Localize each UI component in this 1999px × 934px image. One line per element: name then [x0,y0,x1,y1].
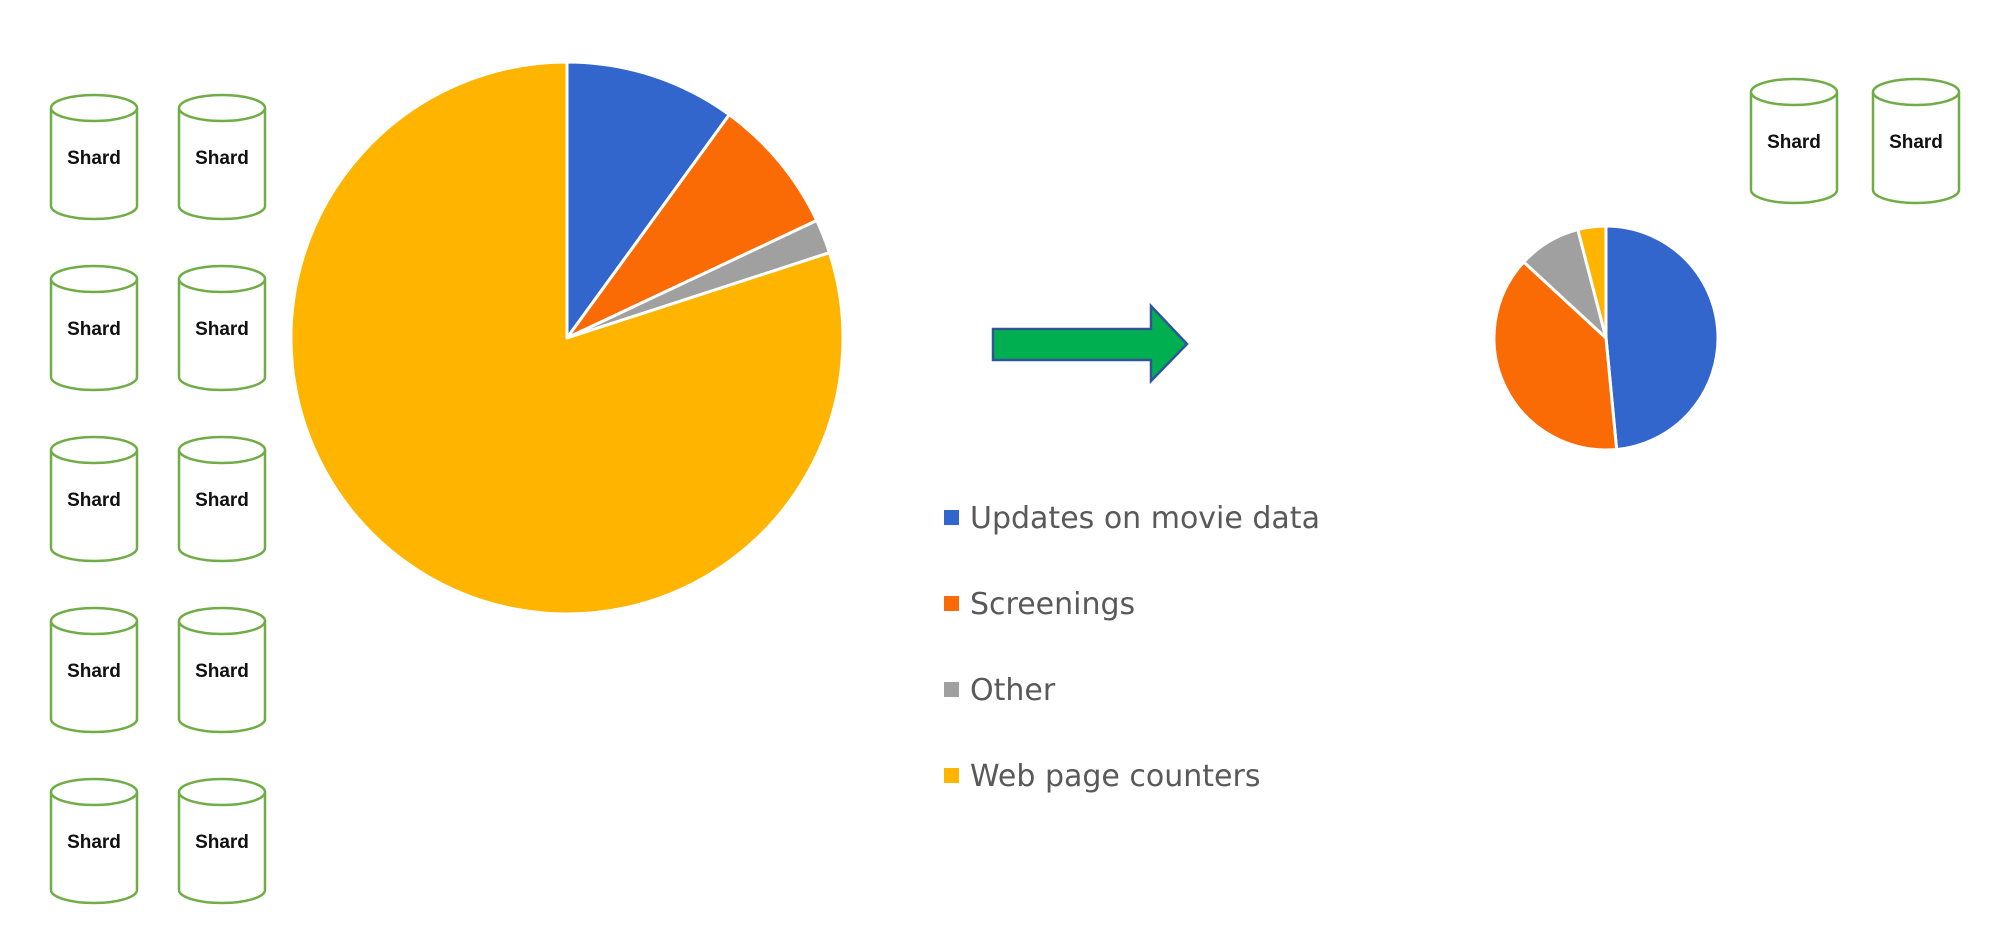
shard-cylinder: Shard [49,93,139,221]
shard-label: Shard [67,319,121,340]
shard-cylinder-top [49,606,139,636]
shard-cylinder-body [177,108,267,221]
shard-label: Shard [1889,132,1943,153]
shard-cylinder: Shard [1871,77,1961,205]
left-shard-group: Shard Shard Shard Shard Shard Shard Shard Shard… [49,93,267,905]
shard-label: Shard [67,490,121,511]
legend-item: Screenings [944,587,1135,622]
pie-chart-before [289,60,845,616]
shard-cylinder-top [177,264,267,294]
shard-cylinder: Shard [177,435,267,563]
legend-label: Updates on movie data [970,501,1320,536]
shard-cylinder-body [177,450,267,563]
shard-cylinder: Shard [49,264,139,392]
shard-cylinder: Shard [177,777,267,905]
shard-cylinder: Shard [49,606,139,734]
shard-cylinder: Shard [49,777,139,905]
pie-slice-updates-on-movie-data [1604,224,1720,451]
shard-cylinder-top [177,606,267,636]
pie-slice-web-page-counters [289,60,845,616]
shard-cylinder-body [49,621,139,734]
shard-cylinder-body [1749,92,1839,205]
legend-label: Screenings [970,587,1135,622]
shard-cylinder-top [49,264,139,294]
shard-cylinder-body [49,279,139,392]
shard-cylinder-top [177,777,267,807]
shard-label: Shard [195,319,249,340]
shard-cylinder-body [49,108,139,221]
shard-cylinder-body [177,621,267,734]
legend-item: Other [944,673,1056,708]
pie-slice-web-page-counters [1576,224,1608,340]
legend-swatch [944,510,959,525]
shard-cylinder-top [177,435,267,465]
shard-cylinder-body [177,792,267,905]
shard-cylinder-body [49,450,139,563]
shard-label: Shard [195,148,249,169]
shard-cylinder-top [1871,77,1961,107]
pie-slice-screenings [1492,260,1619,452]
shard-label: Shard [67,661,121,682]
shard-label: Shard [195,490,249,511]
shard-cylinder-body [1871,92,1961,205]
shard-label: Shard [67,148,121,169]
shard-cylinder-top [49,93,139,123]
pie-slice-screenings [565,113,819,340]
shard-cylinder-body [49,792,139,905]
transition-arrow-icon [991,302,1189,385]
shard-cylinder: Shard [49,435,139,563]
legend-item: Updates on movie data [944,501,1320,536]
shard-label: Shard [195,832,249,853]
legend-swatch [944,596,959,611]
shard-label: Shard [67,832,121,853]
pie-chart-after [1492,224,1720,452]
shard-cylinder-top [1749,77,1839,107]
shard-cylinder: Shard [177,93,267,221]
legend-swatch [944,768,959,783]
legend-item: Web page counters [944,759,1260,794]
shard-cylinder-top [49,435,139,465]
legend-label: Other [970,673,1056,708]
legend-label: Web page counters [970,759,1260,794]
legend-swatch [944,682,959,697]
shard-cylinder: Shard [177,606,267,734]
shard-cylinder: Shard [1749,77,1839,205]
shard-cylinder-top [177,93,267,123]
chart-legend: Updates on movie data Screenings Other Web … [944,501,1320,794]
shard-cylinder-body [177,279,267,392]
shard-cylinder: Shard [177,264,267,392]
shard-label: Shard [195,661,249,682]
shard-label: Shard [1767,132,1821,153]
right-shard-group: Shard Shard [1749,77,1961,205]
pie-slice-updates-on-movie-data [565,60,731,340]
shard-cylinder-top [49,777,139,807]
